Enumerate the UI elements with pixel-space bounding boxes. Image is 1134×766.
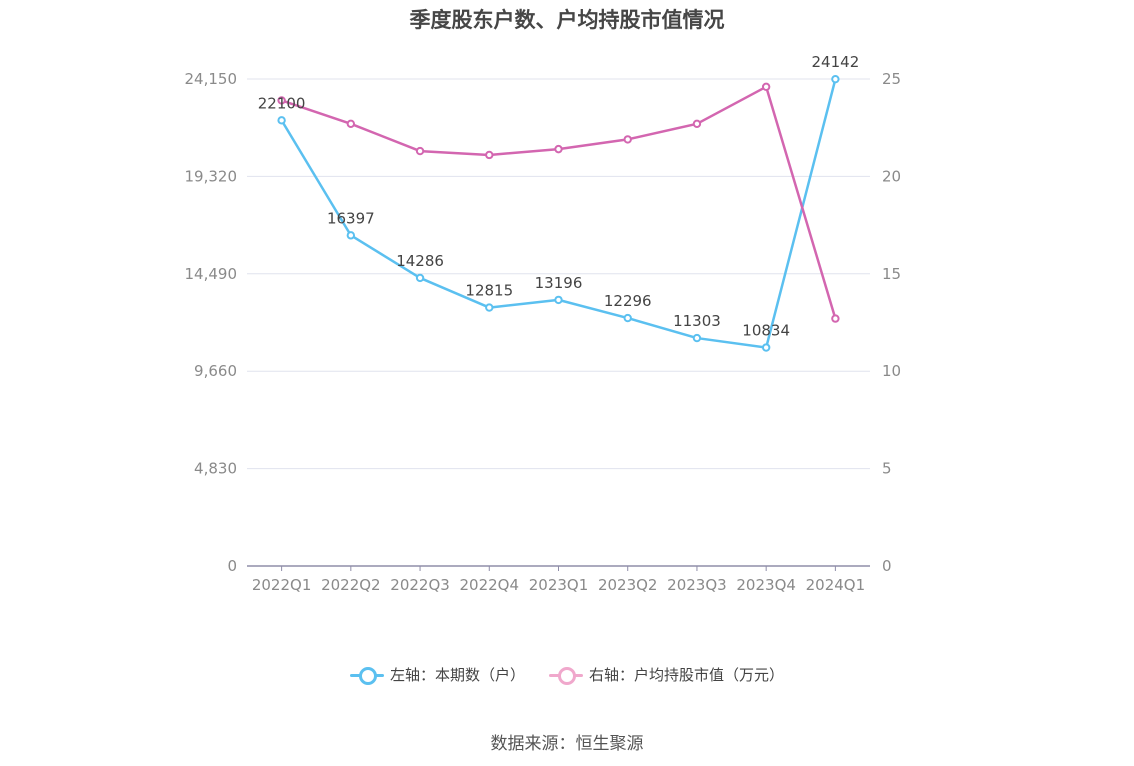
data-point-left (415, 273, 425, 283)
legend-item-right-axis[interactable]: 右轴：户均持股市值（万元） (549, 664, 784, 685)
data-label: 12815 (465, 282, 513, 300)
data-point-right (831, 314, 840, 323)
data-label: 12296 (604, 292, 652, 310)
x-tick-label: 2022Q4 (460, 576, 520, 594)
x-tick-label: 2022Q3 (390, 576, 450, 594)
y-left-tick-label: 4,830 (194, 460, 237, 478)
x-tick-label: 2022Q1 (252, 576, 312, 594)
axes: 0 0 4,830 5 9,660 10 14,490 15 19,320 20 24,150 25 2… (185, 70, 902, 594)
data-label: 13196 (535, 274, 583, 292)
y-left-tick-label: 19,320 (185, 167, 238, 185)
x-tick-label: 2023Q3 (667, 576, 727, 594)
y-left-tick-label: 14,490 (185, 265, 238, 283)
data-point-left (346, 231, 356, 240)
y-right-tick-label: 5 (882, 460, 892, 478)
legend-swatch-left (349, 666, 384, 685)
data-label: 24142 (812, 53, 860, 71)
data-label: 14286 (396, 252, 444, 270)
data-label: 11303 (673, 312, 721, 330)
y-right-tick-label: 0 (882, 557, 892, 575)
data-label: 10834 (742, 322, 790, 340)
series (277, 74, 840, 352)
data-point-right (623, 135, 632, 144)
legend-item-left-axis[interactable]: 左轴：本期数（户） (349, 664, 525, 685)
data-point-left (692, 333, 702, 343)
y-right-tick-label: 25 (882, 70, 901, 88)
y-right-tick-label: 15 (882, 265, 901, 283)
data-point-right (692, 119, 702, 129)
legend-label-left: 左轴：本期数（户） (389, 666, 525, 684)
legend-swatch-right (549, 666, 583, 685)
y-right-tick-label: 10 (882, 362, 901, 380)
y-left-tick-label: 9,660 (194, 362, 237, 380)
x-tick-label: 2023Q4 (736, 576, 796, 594)
data-point-right (415, 146, 425, 156)
legend-label-right: 右轴：户均持股市值（万元） (589, 666, 785, 684)
x-tick-label: 2024Q1 (806, 576, 866, 594)
data-point-right (761, 82, 771, 91)
x-tick-label: 2023Q1 (529, 576, 589, 594)
y-left-tick-label: 24,150 (185, 70, 238, 88)
data-point-left (761, 343, 771, 352)
data-point-right (277, 96, 286, 105)
y-right-tick-label: 20 (882, 167, 901, 185)
data-point-left (485, 303, 494, 312)
data-point-left (831, 74, 840, 84)
data-point-right (346, 119, 356, 129)
data-point-left (277, 116, 286, 125)
data-labels: 22100 16397 14286 12815 13196 12296 11303 10834… (258, 53, 859, 339)
data-point-right (485, 150, 494, 160)
data-point-right (554, 144, 563, 154)
data-point-left (623, 313, 632, 323)
grid-lines (247, 78, 870, 470)
y-left-tick-label: 0 (227, 557, 237, 575)
x-tick-label: 2023Q2 (598, 576, 658, 594)
data-label: 22100 (258, 94, 306, 112)
legend: 左轴：本期数（户） 右轴：户均持股市值（万元） (0, 664, 1134, 685)
source-note: 数据来源：恒生聚源 (490, 734, 644, 754)
data-point-left (554, 295, 563, 305)
x-tick-label: 2022Q2 (321, 576, 381, 594)
data-label: 16397 (327, 209, 375, 227)
chart-title: 季度股东户数、户均持股市值情况 (409, 8, 725, 32)
